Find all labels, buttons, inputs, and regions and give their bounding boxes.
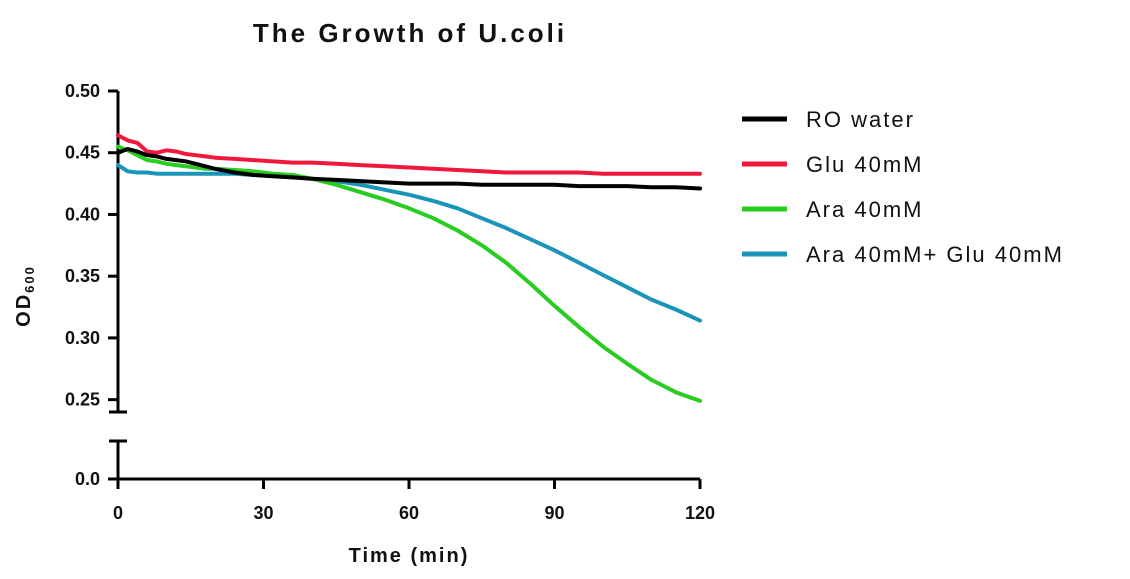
y-tick-label: 0.30 (65, 328, 100, 348)
legend-label: Glu 40mM (806, 152, 923, 177)
y-ticks-upper: 0.25 0.30 0.35 0.40 0.45 0.50 (65, 81, 118, 410)
y-tick-label: 0.45 (65, 143, 100, 163)
x-tick-label: 0 (113, 503, 123, 523)
x-ticks: 0 30 60 90 120 (113, 479, 715, 523)
x-tick-label: 120 (685, 503, 715, 523)
legend-label: Ara 40mM+ Glu 40mM (806, 242, 1064, 267)
x-axis-title: Time (min) (349, 545, 470, 567)
x-tick-label: 60 (399, 503, 419, 523)
legend: RO water Glu 40mM Ara 40mM Ara 40mM+ Glu 40… (742, 107, 1064, 267)
series-lines (116, 133, 702, 403)
y-tick-label: 0.35 (65, 266, 100, 286)
x-tick-label: 90 (544, 503, 564, 523)
svg-text:OD600: OD600 (13, 265, 37, 327)
series-line-ara-40mm (116, 144, 702, 403)
y-axis-title-subscript: 600 (22, 265, 37, 293)
y-axis-title: OD600 (13, 265, 37, 327)
y-tick-label: 0.50 (65, 81, 100, 101)
axes (109, 91, 700, 481)
series-line-ara-40mm-glu-40mm (116, 163, 702, 323)
series-line-ro-water (116, 147, 702, 191)
legend-label: Ara 40mM (806, 197, 923, 222)
y-tick-label: 0.25 (65, 390, 100, 410)
y-axis-title-main: OD (13, 293, 35, 327)
y-tick-label: 0.0 (75, 469, 100, 489)
y-tick-label: 0.40 (65, 204, 100, 224)
legend-label: RO water (806, 107, 915, 132)
chart-title: The Growth of U.coli (253, 18, 567, 48)
x-tick-label: 30 (253, 503, 273, 523)
y-ticks-lower: 0.0 (75, 469, 118, 489)
series-line-glu-40mm (116, 133, 702, 176)
